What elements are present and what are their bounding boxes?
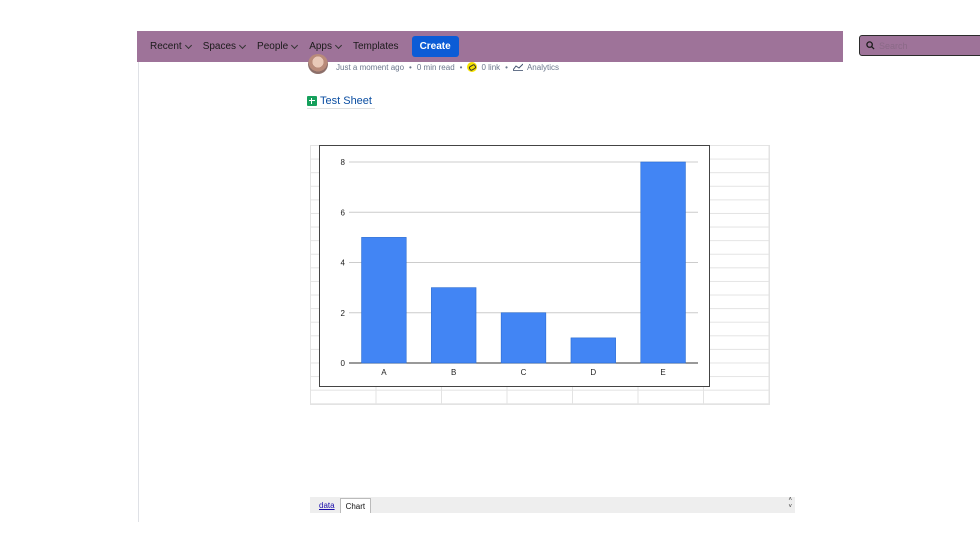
scroll-down-icon[interactable]: ˅ (788, 504, 792, 510)
nav-spaces[interactable]: Spaces (202, 41, 247, 52)
search-icon (866, 41, 875, 50)
y-tick-label: 4 (341, 259, 346, 268)
x-tick-label: B (451, 368, 456, 377)
avatar[interactable] (308, 54, 328, 74)
nav-people[interactable]: People (257, 41, 299, 52)
chevron-down-icon (184, 41, 192, 49)
last-updated: Just a moment ago (336, 62, 405, 72)
chevron-down-icon (239, 41, 247, 49)
tab-data[interactable]: data (319, 501, 335, 510)
y-tick-label: 6 (341, 208, 346, 217)
bar-chart: 0 2 4 6 8 A B C D E (341, 158, 698, 377)
chevron-down-icon (291, 41, 299, 49)
y-tick-label: 2 (341, 309, 346, 318)
link-count[interactable]: 0 link (481, 62, 501, 72)
meta-separator: • (505, 62, 508, 72)
create-button[interactable]: Create (411, 36, 459, 57)
read-time: 0 min read (416, 62, 455, 72)
search-input[interactable] (879, 40, 979, 51)
chevron-down-icon (334, 41, 343, 49)
tab-chart[interactable]: Chart (339, 498, 372, 513)
sheet-link[interactable]: Test Sheet (307, 93, 375, 109)
bar-E (640, 161, 686, 364)
nav-recent[interactable]: Recent (150, 41, 192, 52)
y-tick-label: 0 (341, 359, 346, 368)
meta-separator: • (409, 62, 412, 72)
nav-people-label: People (257, 41, 289, 52)
nav-templates[interactable]: Templates (353, 41, 399, 52)
link-icon (467, 62, 478, 72)
bar-D (570, 337, 616, 364)
analytics-icon (512, 63, 523, 71)
nav-apps[interactable]: Apps (309, 41, 343, 52)
tab-scroll-buttons[interactable]: ˄ ˅ (788, 497, 792, 511)
bar-A (361, 237, 407, 364)
nav-spaces-label: Spaces (202, 41, 237, 52)
x-tick-label: E (660, 368, 665, 377)
bar-B (431, 287, 477, 364)
analytics-link[interactable]: Analytics (526, 62, 559, 72)
search-box[interactable] (859, 35, 980, 56)
page-meta-row: Just a moment ago • 0 min read • 0 link … (308, 54, 559, 77)
nav-apps-label: Apps (309, 41, 332, 52)
y-tick-label: 8 (341, 158, 346, 167)
meta-separator: • (459, 62, 463, 72)
chart-container: 0 2 4 6 8 A B C D E (319, 145, 710, 387)
x-tick-label: C (521, 368, 527, 377)
page-frame-line (138, 62, 139, 522)
nav-recent-label: Recent (150, 41, 182, 52)
bar-C (500, 312, 547, 364)
spreadsheet-icon (307, 95, 317, 106)
x-tick-label: A (381, 368, 387, 377)
scroll-up-icon[interactable]: ˄ (788, 497, 792, 503)
top-navigation-bar: Recent Spaces People Apps Templates Crea… (137, 31, 980, 62)
nav-templates-label: Templates (352, 41, 399, 52)
sheet-tabs-bar: data Chart ˄ ˅ (310, 497, 795, 513)
sheet-title: Test Sheet (320, 94, 372, 107)
x-tick-label: D (590, 368, 596, 377)
